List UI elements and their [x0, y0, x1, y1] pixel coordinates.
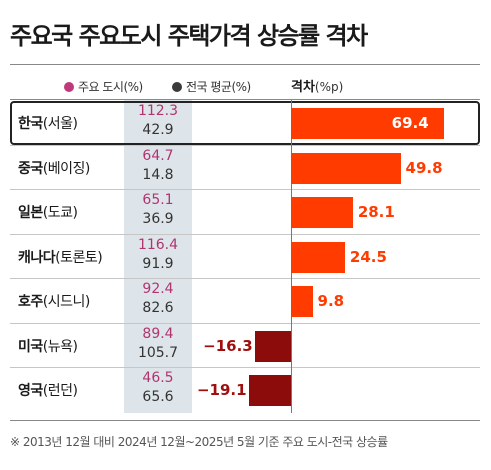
category-label: 한국(서울)	[18, 113, 78, 133]
category-label: 호주(시드니)	[18, 291, 90, 311]
gap-bar	[255, 330, 291, 362]
category-label: 중국(베이징)	[18, 158, 90, 178]
legend-city-dot	[64, 82, 74, 92]
legend-national-label: 전국 평균(%)	[186, 80, 251, 94]
country-name: 호주	[18, 294, 43, 310]
row-separator	[10, 144, 480, 146]
city-value: 46.5	[142, 370, 174, 386]
country-name: 영국	[18, 383, 43, 399]
gap-value-label: 49.8	[405, 158, 443, 177]
header-divider	[10, 99, 480, 100]
gap-value-label: 69.4	[391, 114, 429, 132]
national-value: 42.9	[142, 122, 174, 138]
highlight-row-outline	[10, 101, 480, 145]
gap-header-unit: (%p)	[314, 80, 344, 94]
gap-header-label: 격차	[291, 80, 315, 95]
city-value: 112.3	[137, 103, 179, 119]
national-value: 36.9	[142, 211, 174, 227]
row-separator	[10, 278, 480, 279]
city-name: (도쿄)	[42, 205, 78, 221]
national-value: 105.7	[137, 344, 179, 361]
gap-bar	[291, 108, 444, 139]
row-separator	[10, 189, 480, 190]
footer-divider	[10, 420, 480, 421]
city-value: 92.4	[142, 281, 174, 297]
gap-value-label: −19.1	[196, 381, 247, 399]
gap-value-label: 24.5	[349, 247, 387, 266]
gap-value-label: 9.8	[317, 292, 345, 310]
country-name: 중국	[18, 160, 43, 177]
city-value: 116.4	[137, 236, 179, 253]
title-divider	[10, 64, 480, 65]
row-separator	[10, 322, 480, 324]
category-label: 미국(뉴욕)	[18, 336, 78, 356]
row-separator	[10, 367, 480, 368]
city-name: (서울)	[42, 116, 78, 132]
gap-bar	[291, 286, 313, 317]
city-value: 89.4	[142, 325, 174, 342]
gap-header: 격차(%p)	[291, 76, 343, 95]
gap-value-label: 28.1	[357, 203, 395, 221]
city-name: (베이징)	[42, 160, 91, 177]
category-label: 캐나다(토론토)	[18, 247, 103, 267]
gap-bar	[291, 197, 353, 228]
city-name: (토론토)	[55, 249, 103, 266]
city-name: (뉴욕)	[42, 338, 78, 355]
gap-value-label: −16.3	[203, 336, 253, 355]
gap-bar	[291, 152, 401, 184]
country-name: 미국	[18, 338, 43, 355]
gap-bar	[248, 375, 291, 406]
row-separator	[10, 233, 480, 235]
chart-title: 주요국 주요도시 주택가격 상승률 격차	[10, 22, 368, 50]
country-name: 일본	[18, 205, 43, 221]
legend-city: 주요 도시(%)	[64, 78, 143, 95]
city-value: 65.1	[142, 192, 174, 208]
country-name: 한국	[18, 116, 43, 132]
legend-national: 전국 평균(%)	[172, 78, 251, 95]
legend-city-label: 주요 도시(%)	[78, 80, 143, 94]
gap-bar	[291, 241, 345, 273]
city-value: 64.7	[142, 147, 174, 164]
national-value: 91.9	[142, 255, 174, 272]
values-column-background	[124, 100, 192, 413]
city-name: (런던)	[42, 383, 78, 399]
category-label: 영국(런던)	[18, 380, 78, 400]
country-name: 캐나다	[18, 249, 56, 266]
category-label: 일본(도쿄)	[18, 202, 78, 222]
city-name: (시드니)	[42, 294, 91, 310]
footnote: ※ 2013년 12월 대비 2024년 12월~2025년 5월 기준 주요 …	[10, 435, 388, 449]
national-value: 65.6	[142, 389, 174, 405]
legend-national-dot	[172, 82, 182, 92]
national-value: 14.8	[142, 166, 174, 183]
national-value: 82.6	[142, 300, 174, 316]
